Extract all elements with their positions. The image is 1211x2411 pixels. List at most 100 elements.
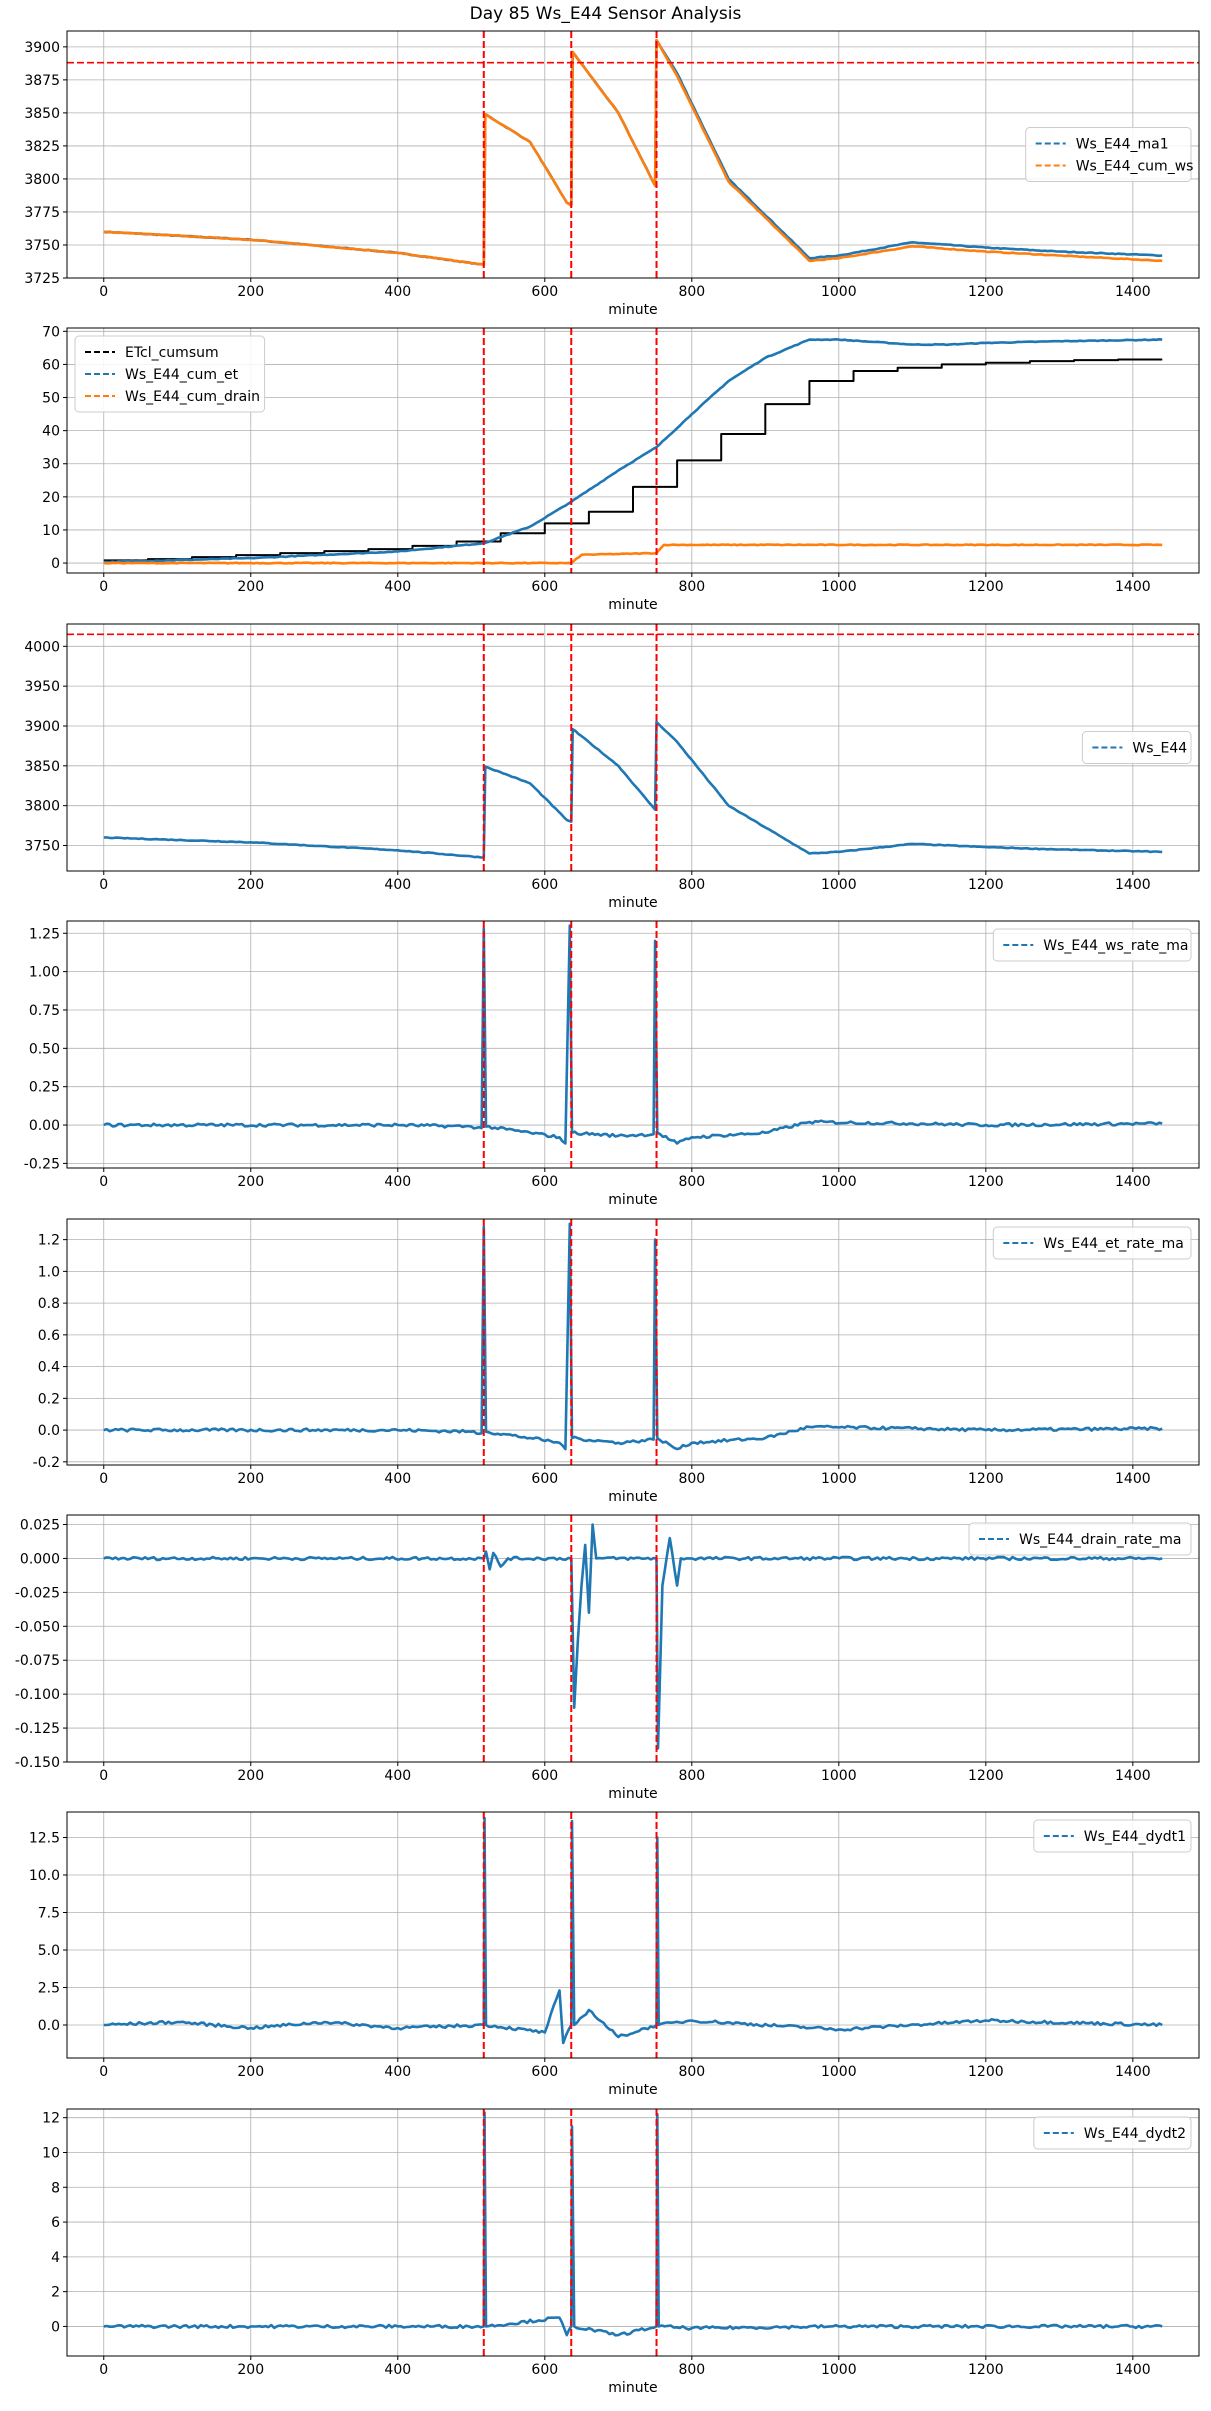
y-tick-label: 12 (42, 2111, 60, 2127)
x-tick-label: 800 (678, 1471, 705, 1487)
x-tick-label: 600 (531, 579, 558, 595)
x-tick-label: 400 (384, 2362, 411, 2378)
y-tick-label: 0.025 (20, 1518, 60, 1534)
x-tick-label: 400 (384, 579, 411, 595)
x-tick-label: 1200 (968, 2064, 1004, 2080)
y-tick-label: -0.2 (33, 1455, 60, 1471)
legend: Ws_E44_et_rate_ma (992, 1226, 1192, 1260)
chart-panel-3: 0 200 400 600 800 1000 1200 1400 3750 3800 3850 390… (24, 623, 1200, 911)
y-tick-label: -0.100 (15, 1687, 60, 1703)
y-tick-label: 0 (51, 556, 60, 572)
x-tick-label: 1400 (1115, 877, 1151, 893)
axes-frame (66, 30, 1200, 279)
x-tick-label: 400 (384, 1471, 411, 1487)
x-axis-label: minute (608, 1489, 657, 1505)
legend-box (74, 335, 266, 413)
series-line-ETcl_cumsum (103, 358, 1163, 562)
series-line-Ws_E44_cum_ws (103, 38, 1163, 267)
y-tick-label: 0.0 (38, 2018, 60, 2034)
y-tick-label: 0.75 (29, 1003, 60, 1019)
x-tick-label: 1200 (968, 2362, 1004, 2378)
legend-label: Ws_E44_ws_rate_ma (1043, 938, 1188, 954)
chart-panel-7: 0 200 400 600 800 1000 1200 1400 0.0 2.5 5.0 7.5 10.… (29, 1811, 1200, 2098)
x-tick-label: 800 (678, 2362, 705, 2378)
x-tick-label: 1400 (1115, 579, 1151, 595)
y-tick-label: 3900 (24, 40, 60, 56)
series-line-Ws_E44 (103, 720, 1163, 859)
x-tick-label: 200 (237, 284, 264, 300)
y-tick-label: 3950 (24, 679, 60, 695)
y-tick-label: 4 (51, 2250, 60, 2266)
legend: Ws_E44_drain_rate_ma (968, 1522, 1192, 1556)
series-line-Ws_E44_dydt2 (103, 2111, 1163, 2337)
x-axis-label: minute (608, 2380, 657, 2396)
x-tick-label: 1000 (821, 1174, 857, 1190)
legend: ETcl_cumsum Ws_E44_cum_et Ws_E44_cum_drain (74, 335, 266, 413)
y-tick-label: 3825 (24, 139, 60, 155)
x-tick-label: 0 (99, 1174, 108, 1190)
x-tick-label: 0 (99, 1471, 108, 1487)
x-tick-label: 1000 (821, 579, 857, 595)
y-tick-label: 0.8 (38, 1296, 60, 1312)
chart-panel-1: 0 200 400 600 800 1000 1200 1400 3725 3750 3775 380… (24, 30, 1200, 318)
y-tick-label: 60 (42, 357, 60, 373)
x-tick-label: 1200 (968, 1768, 1004, 1784)
chart-panel-2: 0 200 400 600 800 1000 1200 1400 0 10 20 30 40 50 60 70… (42, 324, 1200, 613)
axes-frame (66, 327, 1200, 574)
series-line-Ws_E44_cum_drain (103, 543, 1163, 565)
axes-frame (66, 1218, 1200, 1466)
legend-label: Ws_E44_cum_et (125, 367, 239, 383)
x-tick-label: 200 (237, 579, 264, 595)
series-group (103, 1816, 1163, 2045)
y-tick-label: 1.00 (29, 965, 60, 981)
x-tick-label: 200 (237, 2362, 264, 2378)
y-tick-label: 10.0 (29, 1868, 60, 1884)
x-tick-label: 1000 (821, 1768, 857, 1784)
figure-title: Day 85 Ws_E44 Sensor Analysis (469, 4, 742, 24)
y-tick-label: 12.5 (29, 1831, 60, 1847)
y-tick-label: 4000 (24, 639, 60, 655)
x-tick-label: 0 (99, 877, 108, 893)
y-tick-label: 3725 (24, 271, 60, 287)
legend: Ws_E44 (1081, 731, 1192, 764)
y-tick-label: 3850 (24, 759, 60, 775)
y-tick-label: 0.25 (29, 1080, 60, 1096)
x-tick-label: 800 (678, 1174, 705, 1190)
y-tick-label: 7.5 (38, 1906, 60, 1922)
y-tick-label: 0.2 (38, 1391, 60, 1407)
y-tick-label: 0.50 (29, 1041, 60, 1057)
x-tick-label: 600 (531, 2064, 558, 2080)
x-tick-label: 1400 (1115, 2362, 1151, 2378)
x-tick-label: 400 (384, 284, 411, 300)
x-tick-label: 800 (678, 284, 705, 300)
y-tick-label: 0.000 (20, 1551, 60, 1567)
legend-label: Ws_E44_drain_rate_ma (1019, 1532, 1181, 1548)
x-tick-label: 600 (531, 877, 558, 893)
x-tick-label: 1200 (968, 1471, 1004, 1487)
y-tick-label: -0.125 (15, 1721, 60, 1737)
x-tick-label: 1200 (968, 579, 1004, 595)
y-tick-label: 3750 (24, 839, 60, 855)
series-group (103, 720, 1163, 859)
series-group (103, 1523, 1163, 1750)
x-tick-label: 200 (237, 877, 264, 893)
series-line-Ws_E44_ws_rate_ma (103, 924, 1163, 1145)
chart-panel-6: 0 200 400 600 800 1000 1200 1400 -0.150 -0.125 -0.… (15, 1514, 1200, 1802)
legend-box (1025, 127, 1192, 182)
y-tick-label: 5.0 (38, 1943, 60, 1959)
y-tick-label: 0.0 (38, 1423, 60, 1439)
y-tick-label: 30 (42, 457, 60, 473)
series-group (103, 1222, 1163, 1451)
x-tick-label: 800 (678, 2064, 705, 2080)
y-tick-label: 1.0 (38, 1264, 60, 1280)
y-tick-label: 2 (51, 2285, 60, 2301)
y-tick-label: 6 (51, 2215, 60, 2231)
legend: Ws_E44_ma1 Ws_E44_cum_ws (1025, 127, 1193, 182)
y-tick-label: 1.25 (29, 926, 60, 942)
y-tick-label: 1.2 (38, 1233, 60, 1249)
y-tick-label: 3800 (24, 799, 60, 815)
y-tick-label: 20 (42, 490, 60, 506)
x-tick-label: 1000 (821, 877, 857, 893)
x-tick-label: 600 (531, 2362, 558, 2378)
x-tick-label: 800 (678, 579, 705, 595)
